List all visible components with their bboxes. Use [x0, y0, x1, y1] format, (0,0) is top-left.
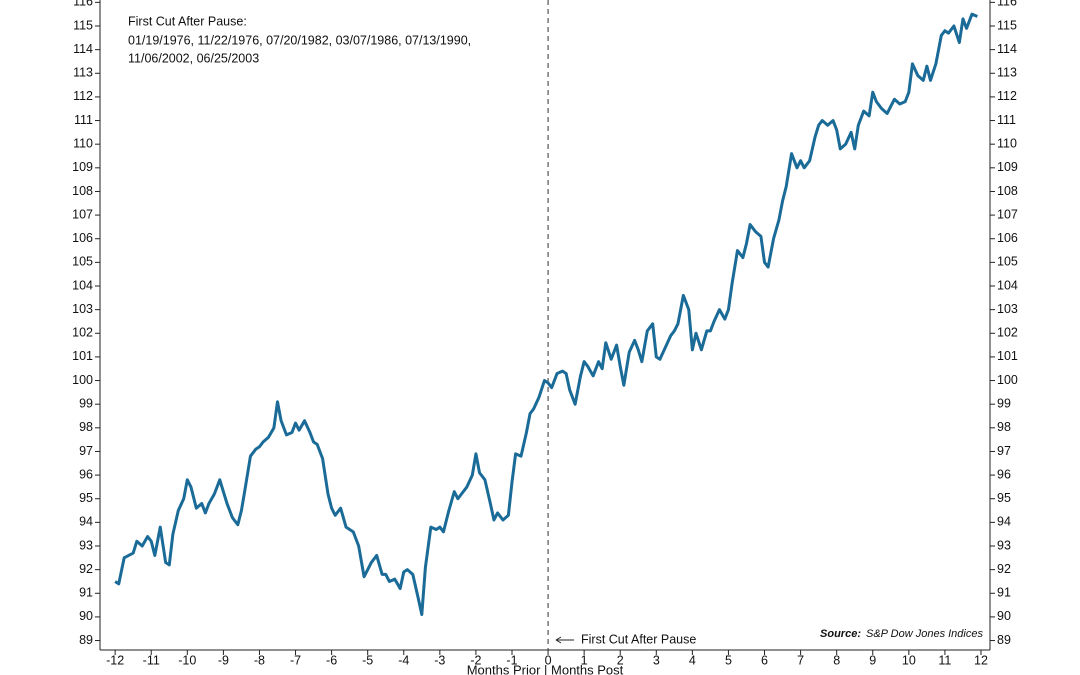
- x-tick-label: -12: [106, 653, 124, 667]
- x-tick-label: -2: [470, 653, 481, 667]
- x-tick-label: 7: [797, 653, 804, 667]
- x-tick-label: 5: [725, 653, 732, 667]
- source-label: Source:: [820, 628, 861, 640]
- y2-tick-label: 92: [997, 562, 1011, 576]
- y-tick-label: 109: [72, 160, 93, 174]
- y2-tick-label: 100: [997, 373, 1018, 387]
- marker-arrowhead: [555, 636, 562, 644]
- x-tick-label: -1: [506, 653, 517, 667]
- y2-tick-label: 99: [997, 396, 1011, 410]
- y-tick-label: 100: [72, 373, 93, 387]
- y-tick-label: 99: [79, 396, 93, 410]
- y-tick-label: 90: [79, 609, 93, 623]
- y-tick-label: 98: [79, 420, 93, 434]
- y2-tick-label: 110: [997, 136, 1017, 150]
- x-tick-label: 2: [617, 653, 624, 667]
- x-tick-label: 4: [689, 653, 696, 667]
- x-tick-label: 8: [833, 653, 840, 667]
- x-tick-label: 12: [974, 653, 988, 667]
- annotation-title: First Cut After Pause:: [128, 14, 247, 28]
- y2-tick-label: 98: [997, 420, 1011, 434]
- y-tick-label: 116: [73, 0, 93, 9]
- y2-tick-label: 105: [997, 255, 1018, 269]
- y2-tick-label: 94: [997, 515, 1011, 529]
- y2-tick-label: 103: [997, 302, 1018, 316]
- y2-tick-label: 101: [997, 349, 1018, 363]
- y-tick-label: 93: [79, 538, 93, 552]
- data-line: [114, 12, 978, 617]
- y2-tick-label: 102: [997, 326, 1018, 340]
- y2-tick-label: 91: [997, 586, 1011, 600]
- x-axis-label: Months Prior | Months Post: [467, 662, 624, 675]
- x-tick-label: -11: [143, 653, 160, 667]
- x-tick-label: 9: [869, 653, 876, 667]
- y-tick-label: 108: [72, 184, 93, 198]
- y-tick-label: 89: [79, 633, 93, 647]
- y-tick-label: 114: [73, 42, 93, 56]
- y-tick-label: 91: [79, 586, 93, 600]
- y2-tick-label: 89: [997, 633, 1011, 647]
- y-tick-label: 112: [73, 89, 93, 103]
- y2-tick-label: 114: [997, 42, 1017, 56]
- x-tick-label: 10: [902, 653, 916, 667]
- x-tick-label: 1: [581, 653, 588, 667]
- y-tick-label: 95: [79, 491, 93, 505]
- y-tick-label: 107: [72, 207, 93, 221]
- annotation-line: 11/06/2002, 06/25/2003: [128, 51, 259, 65]
- y-tick-label: 92: [79, 562, 93, 576]
- x-tick-label: -8: [254, 653, 265, 667]
- x-tick-label: -9: [218, 653, 229, 667]
- x-tick-label: -7: [290, 653, 301, 667]
- x-tick-label: 11: [938, 653, 951, 667]
- y-tick-label: 115: [73, 18, 93, 32]
- y-tick-label: 113: [73, 66, 93, 80]
- y-tick-label: 110: [73, 136, 93, 150]
- y2-tick-label: 108: [997, 184, 1018, 198]
- x-tick-label: -10: [178, 653, 196, 667]
- marker-label: First Cut After Pause: [581, 632, 696, 646]
- y-tick-label: 104: [72, 278, 93, 292]
- y-tick-label: 103: [72, 302, 93, 316]
- source: S&P Dow Jones Indices: [866, 628, 983, 640]
- y2-tick-label: 97: [997, 444, 1011, 458]
- x-tick-label: 0: [545, 653, 552, 667]
- x-tick-label: -5: [362, 653, 373, 667]
- x-tick-label: -3: [434, 653, 445, 667]
- annotation-line: 01/19/1976, 11/22/1976, 07/20/1982, 03/0…: [128, 33, 471, 47]
- y-tick-label: 97: [79, 444, 93, 458]
- x-tick-label: -4: [398, 653, 409, 667]
- y2-tick-label: 116: [997, 0, 1017, 9]
- y-tick-label: 102: [72, 326, 93, 340]
- y-tick-label: 101: [72, 349, 93, 363]
- y2-tick-label: 111: [997, 113, 1016, 127]
- y2-tick-label: 90: [997, 609, 1011, 623]
- y2-tick-label: 95: [997, 491, 1011, 505]
- x-tick-label: -6: [326, 653, 337, 667]
- y-tick-label: 105: [72, 255, 93, 269]
- y2-tick-label: 107: [997, 207, 1018, 221]
- y2-tick-label: 115: [997, 18, 1017, 32]
- y-tick-label: 96: [79, 467, 93, 481]
- y2-tick-label: 113: [997, 66, 1017, 80]
- y2-tick-label: 96: [997, 467, 1011, 481]
- y-tick-label: 106: [72, 231, 93, 245]
- x-tick-label: 6: [761, 653, 768, 667]
- y2-tick-label: 112: [997, 89, 1017, 103]
- y2-tick-label: 106: [997, 231, 1018, 245]
- y2-tick-label: 93: [997, 538, 1011, 552]
- y2-tick-label: 109: [997, 160, 1018, 174]
- y-tick-label: 111: [74, 113, 93, 127]
- x-tick-label: 3: [653, 653, 660, 667]
- y2-tick-label: 104: [997, 278, 1018, 292]
- y-tick-label: 94: [79, 515, 93, 529]
